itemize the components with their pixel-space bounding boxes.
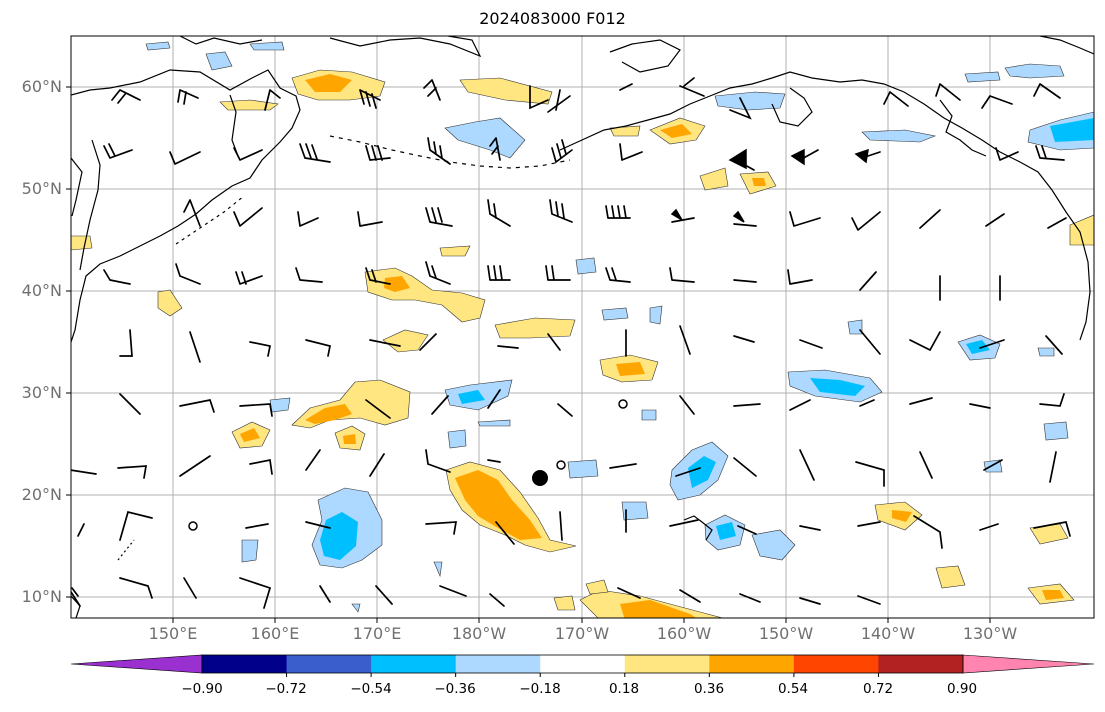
colorbar-label: 0.72 — [862, 681, 894, 697]
lon-label-170e: 170°E — [352, 624, 402, 643]
colorbar-segment — [202, 655, 288, 673]
colorbar-label: 0.36 — [693, 681, 725, 697]
colorbar-label: −0.72 — [265, 681, 307, 697]
colorbar-segment — [878, 655, 964, 673]
lon-label-140w: 140°W — [860, 624, 916, 643]
lon-label-160e: 160°E — [250, 624, 300, 643]
station-markers — [188, 399, 628, 531]
colorbar-segment — [793, 655, 879, 673]
lon-label-130w: 130°W — [962, 624, 1018, 643]
colorbar-segment — [371, 655, 457, 673]
wind-barbs — [71, 77, 1071, 609]
colorbar-segment — [624, 655, 710, 673]
colorbar-label: −0.18 — [519, 681, 561, 697]
colorbar — [70, 654, 1095, 677]
colorbar-segment — [455, 655, 541, 673]
colorbar-label: −0.36 — [434, 681, 476, 697]
wind-pennants — [670, 148, 869, 223]
colorbar-extend-high — [962, 654, 1095, 674]
colorbar-label: 0.54 — [777, 681, 809, 697]
colorbar-segment — [709, 655, 795, 673]
axis-ticks — [66, 86, 991, 623]
lon-label-160w: 160°W — [656, 624, 712, 643]
lon-label-170w: 170°W — [554, 624, 610, 643]
lat-label-30n: 30°N — [21, 383, 62, 402]
colorbar-label: −0.54 — [350, 681, 392, 697]
colorbar-outline — [201, 654, 964, 674]
colorbar-segment — [540, 655, 626, 673]
lat-label-50n: 50°N — [21, 179, 62, 198]
coastlines — [71, 36, 1094, 618]
colorbar-extend-low — [70, 654, 203, 674]
lon-label-150e: 150°E — [148, 624, 198, 643]
colorbar-segment — [286, 655, 372, 673]
colorbar-label: −0.90 — [181, 681, 223, 697]
positive-anomaly-fills — [71, 69, 1094, 618]
colorbar-label: 0.90 — [946, 681, 978, 697]
colorbar-label: 0.18 — [608, 681, 640, 697]
lat-label-40n: 40°N — [21, 281, 62, 300]
lat-label-60n: 60°N — [21, 77, 62, 96]
lat-label-10n: 10°N — [21, 587, 62, 606]
negative-anomaly-fills — [145, 41, 1094, 613]
lat-label-20n: 20°N — [21, 485, 62, 504]
lon-label-180w: 180°W — [451, 624, 507, 643]
gridlines — [71, 36, 1094, 618]
map-title: 2024083000 F012 — [479, 9, 626, 28]
lon-label-150w: 150°W — [758, 624, 814, 643]
